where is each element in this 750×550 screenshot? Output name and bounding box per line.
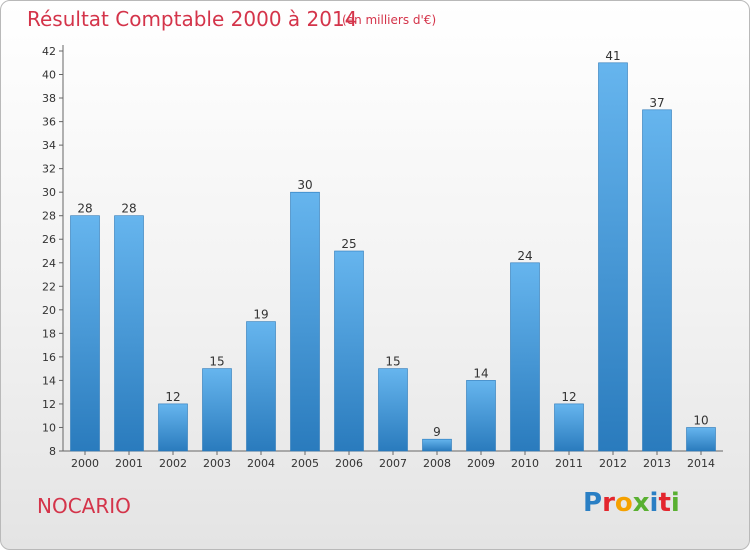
bar-2005 — [290, 191, 320, 452]
bar-2002 — [158, 403, 188, 452]
logo-letter: x — [632, 488, 650, 518]
bar-2006 — [334, 250, 364, 452]
x-tick-label-2006: 2006 — [335, 457, 363, 470]
logo-letter: t — [658, 488, 671, 518]
y-tick-label: 36 — [42, 116, 56, 129]
value-label-2012: 41 — [605, 49, 620, 63]
bar-2014 — [686, 427, 716, 452]
y-tick-label: 20 — [42, 304, 56, 317]
chart-title: Résultat Comptable 2000 à 2014 — [27, 7, 358, 31]
bar-2012 — [598, 62, 628, 452]
bar-2013 — [642, 109, 672, 452]
labels: 28 2000 28 2001 12 2002 15 2003 19 2004 30 2005 25 20… — [71, 49, 715, 470]
x-tick-label-2013: 2013 — [643, 457, 671, 470]
proxiti-logo: Proxiti — [583, 488, 680, 518]
y-tick-label: 32 — [42, 163, 56, 176]
value-label-2003: 15 — [209, 355, 224, 369]
value-label-2008: 9 — [433, 425, 441, 439]
bar-2004 — [246, 321, 276, 452]
y-tick-label: 22 — [42, 280, 56, 293]
x-tick-label-2002: 2002 — [159, 457, 187, 470]
y-tick-label: 38 — [42, 92, 56, 105]
value-label-2005: 30 — [297, 178, 312, 192]
bar-2003 — [202, 368, 232, 452]
x-tick-label-2007: 2007 — [379, 457, 407, 470]
x-tick-label-2009: 2009 — [467, 457, 495, 470]
y-tick-label: 10 — [42, 421, 56, 434]
y-tick-label: 16 — [42, 351, 56, 364]
bar-2011 — [554, 403, 584, 452]
value-label-2001: 28 — [121, 202, 136, 216]
value-label-2010: 24 — [517, 249, 532, 263]
value-label-2004: 19 — [253, 308, 268, 322]
y-tick-label: 24 — [42, 257, 56, 270]
x-tick-label-2012: 2012 — [599, 457, 627, 470]
y-tick-label: 26 — [42, 233, 56, 246]
value-label-2007: 15 — [385, 355, 400, 369]
x-tick-label-2003: 2003 — [203, 457, 231, 470]
place-name: NOCARIO — [37, 494, 131, 518]
x-tick-label-2005: 2005 — [291, 457, 319, 470]
bar-2008 — [422, 438, 452, 452]
y-tick-label: 30 — [42, 186, 56, 199]
x-tick-label-2008: 2008 — [423, 457, 451, 470]
x-tick-label-2000: 2000 — [71, 457, 99, 470]
value-label-2009: 14 — [473, 366, 488, 380]
value-label-2000: 28 — [77, 202, 92, 216]
bar-2010 — [510, 262, 540, 452]
y-tick-label: 18 — [42, 327, 56, 340]
y-tick-label: 40 — [42, 69, 56, 82]
x-tick-label-2014: 2014 — [687, 457, 715, 470]
logo-letter: r — [602, 488, 615, 518]
value-label-2014: 10 — [693, 413, 708, 427]
y-tick-label: 42 — [42, 45, 56, 58]
bar-2009 — [466, 380, 496, 452]
bar-2007 — [378, 368, 408, 452]
x-tick-label-2010: 2010 — [511, 457, 539, 470]
y-tick-label: 8 — [49, 445, 56, 458]
value-label-2002: 12 — [165, 390, 180, 404]
logo-letter: i — [670, 488, 680, 518]
y-tick-label: 14 — [42, 374, 56, 387]
x-tick-label-2001: 2001 — [115, 457, 143, 470]
logo-letter: i — [649, 488, 659, 518]
bar-2001 — [114, 215, 144, 452]
x-tick-label-2011: 2011 — [555, 457, 583, 470]
y-tick-label: 28 — [42, 210, 56, 223]
y-tick-label: 34 — [42, 139, 56, 152]
x-tick-label-2004: 2004 — [247, 457, 275, 470]
logo-letter: o — [614, 488, 633, 518]
logo-letter: P — [583, 488, 603, 518]
value-label-2013: 37 — [649, 96, 664, 110]
value-label-2011: 12 — [561, 390, 576, 404]
bars — [70, 62, 716, 452]
y-tick-label: 12 — [42, 398, 56, 411]
chart-subtitle: (en milliers d'€) — [342, 13, 437, 27]
bar-2000 — [70, 215, 100, 452]
value-label-2006: 25 — [341, 237, 356, 251]
axes: 8 10 12 14 16 18 20 22 24 26 28 30 32 34 36 38 40 42 — [42, 45, 723, 458]
